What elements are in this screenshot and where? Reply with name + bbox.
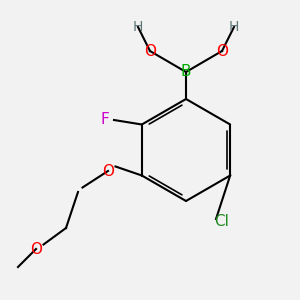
Text: H: H bbox=[229, 20, 239, 34]
Text: O: O bbox=[216, 44, 228, 59]
Text: F: F bbox=[100, 112, 109, 128]
Text: B: B bbox=[181, 64, 191, 80]
Text: O: O bbox=[144, 44, 156, 59]
Text: O: O bbox=[30, 242, 42, 256]
Text: H: H bbox=[133, 20, 143, 34]
Text: Cl: Cl bbox=[214, 214, 230, 230]
Text: O: O bbox=[102, 164, 114, 178]
